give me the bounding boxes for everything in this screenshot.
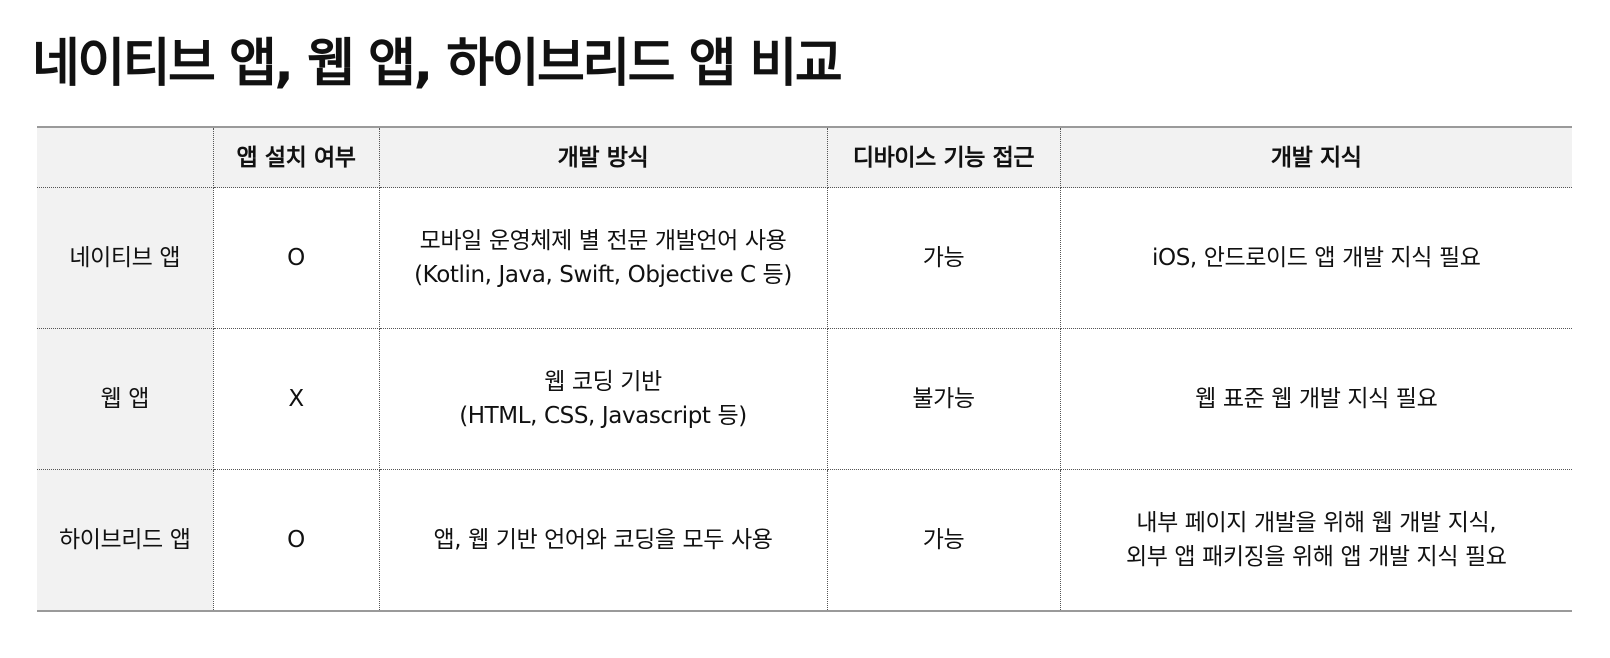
method-cell: 웹 코딩 기반 (HTML, CSS, Javascript 등): [378, 328, 828, 470]
install-cell: X: [212, 328, 380, 470]
knowledge-line: 웹 표준 웹 개발 지식 필요: [1195, 386, 1438, 412]
row-label: 웹 앱: [37, 328, 214, 470]
method-cell: 앱, 웹 기반 언어와 코딩을 모두 사용: [378, 469, 828, 612]
device-access-cell: 불가능: [826, 328, 1061, 470]
row-label: 하이브리드 앱: [37, 469, 214, 612]
knowledge-cell: iOS, 안드로이드 앱 개발 지식 필요: [1059, 187, 1572, 329]
method-line: 앱, 웹 기반 언어와 코딩을 모두 사용: [433, 527, 773, 553]
device-access-cell: 가능: [826, 187, 1061, 329]
header-empty-cell: [37, 126, 214, 188]
page-title: 네이티브 앱, 웹 앱, 하이브리드 앱 비교: [32, 34, 843, 94]
install-cell: O: [212, 469, 380, 612]
method-line: 모바일 운영체제 별 전문 개발언어 사용: [419, 228, 787, 254]
table-row-hybrid-app: 하이브리드 앱 O 앱, 웹 기반 언어와 코딩을 모두 사용 가능 내부 페이…: [37, 469, 1572, 612]
knowledge-line: iOS, 안드로이드 앱 개발 지식 필요: [1152, 245, 1481, 271]
install-cell: O: [212, 187, 380, 329]
header-install: 앱 설치 여부: [212, 126, 380, 188]
row-label: 네이티브 앱: [37, 187, 214, 329]
header-knowledge: 개발 지식: [1059, 126, 1572, 188]
knowledge-line: 외부 앱 패키징을 위해 앱 개발 지식 필요: [1125, 544, 1507, 570]
method-line: (HTML, CSS, Javascript 등): [459, 403, 747, 429]
header-method: 개발 방식: [378, 126, 828, 188]
knowledge-cell: 내부 페이지 개발을 위해 웹 개발 지식, 외부 앱 패키징을 위해 앱 개발…: [1059, 469, 1572, 612]
table-row-native-app: 네이티브 앱 O 모바일 운영체제 별 전문 개발언어 사용 (Kotlin, …: [37, 187, 1572, 329]
comparison-table: 앱 설치 여부 개발 방식 디바이스 기능 접근 개발 지식 네이티브 앱 O …: [37, 126, 1572, 612]
header-device-access: 디바이스 기능 접근: [826, 126, 1061, 188]
table-row-web-app: 웹 앱 X 웹 코딩 기반 (HTML, CSS, Javascript 등) …: [37, 328, 1572, 470]
method-cell: 모바일 운영체제 별 전문 개발언어 사용 (Kotlin, Java, Swi…: [378, 187, 828, 329]
method-line: (Kotlin, Java, Swift, Objective C 등): [414, 262, 792, 288]
table-header-row: 앱 설치 여부 개발 방식 디바이스 기능 접근 개발 지식: [37, 126, 1572, 188]
knowledge-line: 내부 페이지 개발을 위해 웹 개발 지식,: [1136, 510, 1497, 536]
knowledge-cell: 웹 표준 웹 개발 지식 필요: [1059, 328, 1572, 470]
device-access-cell: 가능: [826, 469, 1061, 612]
method-line: 웹 코딩 기반: [544, 369, 662, 395]
